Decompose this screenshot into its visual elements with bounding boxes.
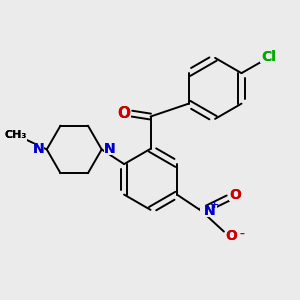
Text: N: N (203, 204, 215, 218)
Text: -: - (239, 228, 244, 242)
Text: O: O (118, 106, 130, 121)
Text: O: O (230, 188, 242, 202)
Bar (4, 129, 27, 141)
Bar (229, 189, 242, 201)
Text: Cl: Cl (262, 50, 277, 64)
Text: N: N (104, 142, 116, 156)
Text: N: N (33, 142, 44, 156)
Text: +: + (210, 200, 219, 210)
Text: O: O (226, 229, 238, 243)
Text: O: O (226, 229, 238, 243)
Text: N: N (104, 142, 116, 156)
Text: O: O (118, 106, 130, 121)
Bar (118, 108, 130, 119)
Text: O: O (230, 188, 242, 202)
Text: +: + (210, 200, 219, 210)
Bar (260, 51, 278, 63)
Text: -: - (239, 228, 244, 242)
Text: N: N (203, 204, 215, 218)
Text: CH₃: CH₃ (4, 130, 27, 140)
Bar (104, 143, 117, 155)
Text: CH₃: CH₃ (4, 130, 27, 140)
Text: N: N (33, 142, 44, 156)
Bar (32, 143, 44, 155)
Bar (237, 229, 246, 241)
Bar (225, 230, 238, 242)
Bar (200, 205, 218, 217)
Text: Cl: Cl (262, 50, 277, 64)
